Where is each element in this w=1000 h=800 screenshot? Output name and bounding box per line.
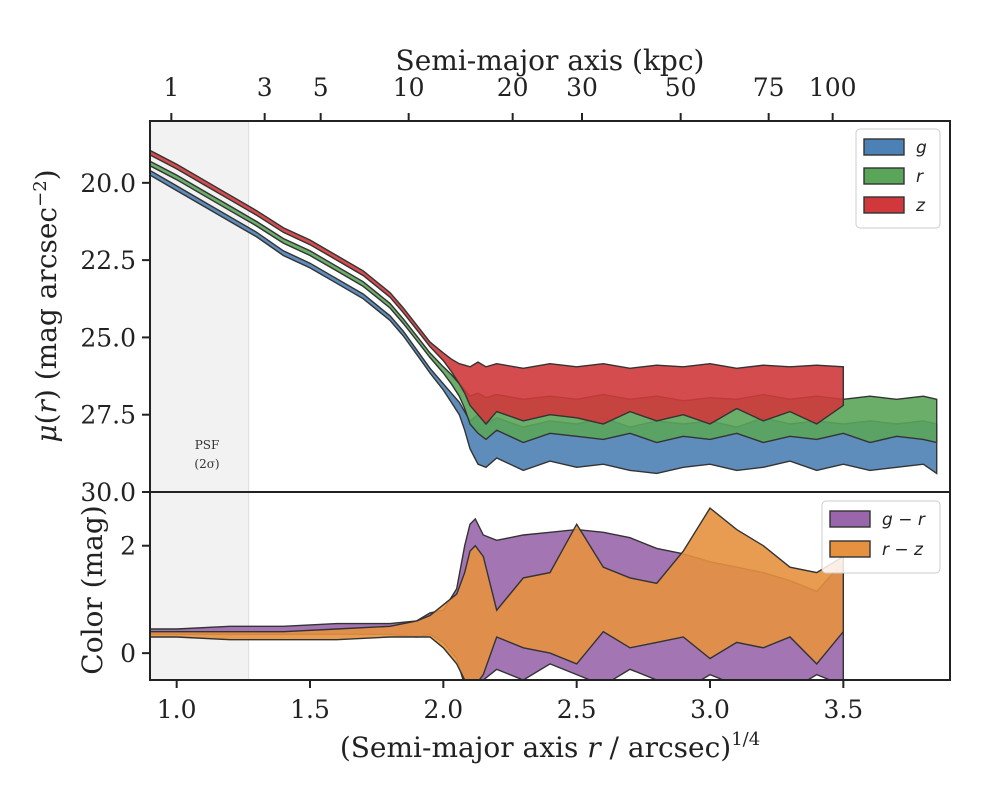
legend-label-gr: g − r [882,510,926,530]
top-xtick-label: 100 [809,73,857,102]
xtick-label: 1.5 [290,695,330,724]
xtick-label: 2.5 [557,695,597,724]
ytick-label: 20.0 [80,169,136,198]
top-xtick-label: 50 [665,73,697,102]
xtick-label: 1.0 [157,695,197,724]
ytick-label: 27.5 [80,401,136,430]
legend-swatch-gr [829,510,871,528]
bottom-ytick-label: 0 [120,639,136,668]
psf-label-line1: PSF [195,438,220,452]
top-legend: grz [855,128,941,229]
band-g [150,169,938,475]
bottom-panel: 02 1.0 1.5 2.0 2.5 3.0 3.5 g − rr − z [120,491,951,724]
top-panel-areas [150,149,938,475]
top-xtick-label: 10 [393,73,425,102]
bottom-xaxis-label: (Semi-major axis r / arcsec)1/4 [340,729,760,764]
band-z [150,149,844,426]
bottom-yaxis-ticks: 02 [120,532,150,668]
ytick-label: 25.0 [80,323,136,352]
ytick-label: 22.5 [80,246,136,275]
legend-label-z: z [915,196,926,216]
legend-label-rz: r − z [882,540,924,560]
top-xtick-label: 1 [163,73,179,102]
top-xtick-label: 5 [313,73,329,102]
bottom-yaxis-label: Color (mag) [76,505,109,674]
bottom-xaxis-ticks: 1.0 1.5 2.0 2.5 3.0 3.5 [157,680,863,724]
legend-swatch-z [863,196,905,214]
legend-label-r: r [916,167,924,187]
xtick-label: 2.0 [423,695,463,724]
top-yaxis-label: μ(r) (mag arcsec−2) [30,169,63,442]
top-xaxis-label: Semi-major axis (kpc) [396,44,705,77]
legend-swatch-r [863,167,905,185]
top-xtick-label: 20 [497,73,529,102]
top-xtick-label: 75 [753,73,785,102]
bottom-panel-frame [149,491,951,681]
bottom-panel-areas [150,507,844,680]
xtick-label: 3.5 [823,695,863,724]
psf-region-bottom [150,492,249,680]
psf-label-line2: (2σ) [194,457,219,471]
top-xtick-label: 30 [566,73,598,102]
top-secondary-xaxis-ticks: 1 3 5 10 20 30 50 75 100 [163,73,857,121]
legend-label-g: g [916,138,927,158]
top-xtick-label: 3 [257,73,273,102]
band-r [150,160,938,444]
legend-swatch-rz [829,540,871,558]
band-rz [150,507,844,680]
ytick-label: 30.0 [80,478,136,507]
legend-swatch-g [863,138,905,156]
top-panel: PSF (2σ) 20.0 22.5 25.0 27.5 30.0 1 3 5 10 20 30 5… [80,73,951,507]
bottom-legend: g − r r − z [821,500,941,574]
xtick-label: 3.0 [690,695,730,724]
bottom-ytick-label: 2 [120,532,136,561]
top-yaxis-ticks: 20.0 22.5 25.0 27.5 30.0 [80,169,150,507]
